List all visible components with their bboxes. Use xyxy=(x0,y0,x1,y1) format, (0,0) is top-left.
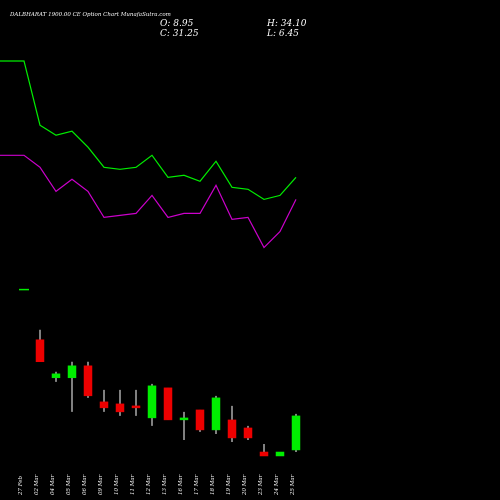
chart-title: DALBHARAT 1900.00 CE Option Chart Munafa… xyxy=(10,12,171,18)
candle xyxy=(195,409,205,432)
x-tick-label: 20 Mar xyxy=(242,474,248,496)
candle-body xyxy=(51,373,61,379)
x-tick-label: 18 Mar xyxy=(210,474,216,495)
open-price-label: O: 8.95 xyxy=(160,19,194,29)
x-tick-label: 19 Mar xyxy=(226,474,232,495)
x-tick-label: 06 Mar xyxy=(82,474,88,495)
overlay-lines xyxy=(0,60,297,249)
candle-body xyxy=(147,385,157,419)
low-price-label: L: 6.45 xyxy=(267,29,299,39)
candle xyxy=(51,371,61,382)
candle xyxy=(291,413,301,452)
candle-body xyxy=(83,365,93,397)
x-tick-label: 05 Mar xyxy=(66,474,72,495)
candle xyxy=(99,389,109,412)
candle-body xyxy=(99,401,109,409)
x-tick-label: 12 Mar xyxy=(146,474,152,495)
candle xyxy=(211,395,221,434)
candle-body xyxy=(131,405,141,409)
x-tick-label: 25 Mar xyxy=(290,474,296,496)
x-tick-label: 27 Feb xyxy=(18,475,24,496)
close-price-label: C: 31.25 xyxy=(160,29,199,39)
candle-body xyxy=(67,365,77,379)
candle-body xyxy=(163,387,173,421)
candle xyxy=(131,389,141,416)
candle xyxy=(115,389,125,416)
candle-body xyxy=(115,403,125,413)
candle-body xyxy=(259,451,269,457)
candle-body xyxy=(211,397,221,431)
x-tick-label: 24 Mar xyxy=(274,474,280,496)
candle xyxy=(243,425,253,440)
overlay-line-2 xyxy=(0,154,297,249)
candle-body xyxy=(179,417,189,421)
candle xyxy=(163,387,173,421)
candles xyxy=(19,288,301,457)
x-tick-label: 10 Mar xyxy=(114,474,120,495)
candle-body xyxy=(195,409,205,431)
x-tick-label: 04 Mar xyxy=(50,474,56,495)
candle xyxy=(275,451,285,457)
high-price-label: H: 34.10 xyxy=(267,19,307,29)
candle-body xyxy=(291,415,301,451)
candle xyxy=(35,329,45,363)
x-tick-label: 23 Mar xyxy=(258,474,264,496)
x-tick-label: 17 Mar xyxy=(194,474,200,495)
candle-body xyxy=(35,339,45,363)
x-tick-label: 09 Mar xyxy=(98,474,104,495)
x-axis-ticks: 27 Feb 02 Mar 04 Mar 05 Mar 06 Mar 09 Mar 10 M… xyxy=(18,474,296,496)
candle-body xyxy=(227,419,237,439)
candle xyxy=(227,405,237,442)
x-tick-label: 11 Mar xyxy=(130,474,136,495)
candle xyxy=(83,361,93,398)
x-tick-label: 02 Mar xyxy=(34,474,40,495)
candle xyxy=(67,361,77,412)
x-tick-label: 13 Mar xyxy=(162,474,168,495)
x-tick-label: 16 Mar xyxy=(178,474,184,495)
candle-body xyxy=(275,451,285,457)
candle xyxy=(147,383,157,426)
candle xyxy=(179,411,189,440)
candle-body xyxy=(243,427,253,439)
overlay-line-1 xyxy=(0,60,297,201)
candle xyxy=(259,443,269,457)
